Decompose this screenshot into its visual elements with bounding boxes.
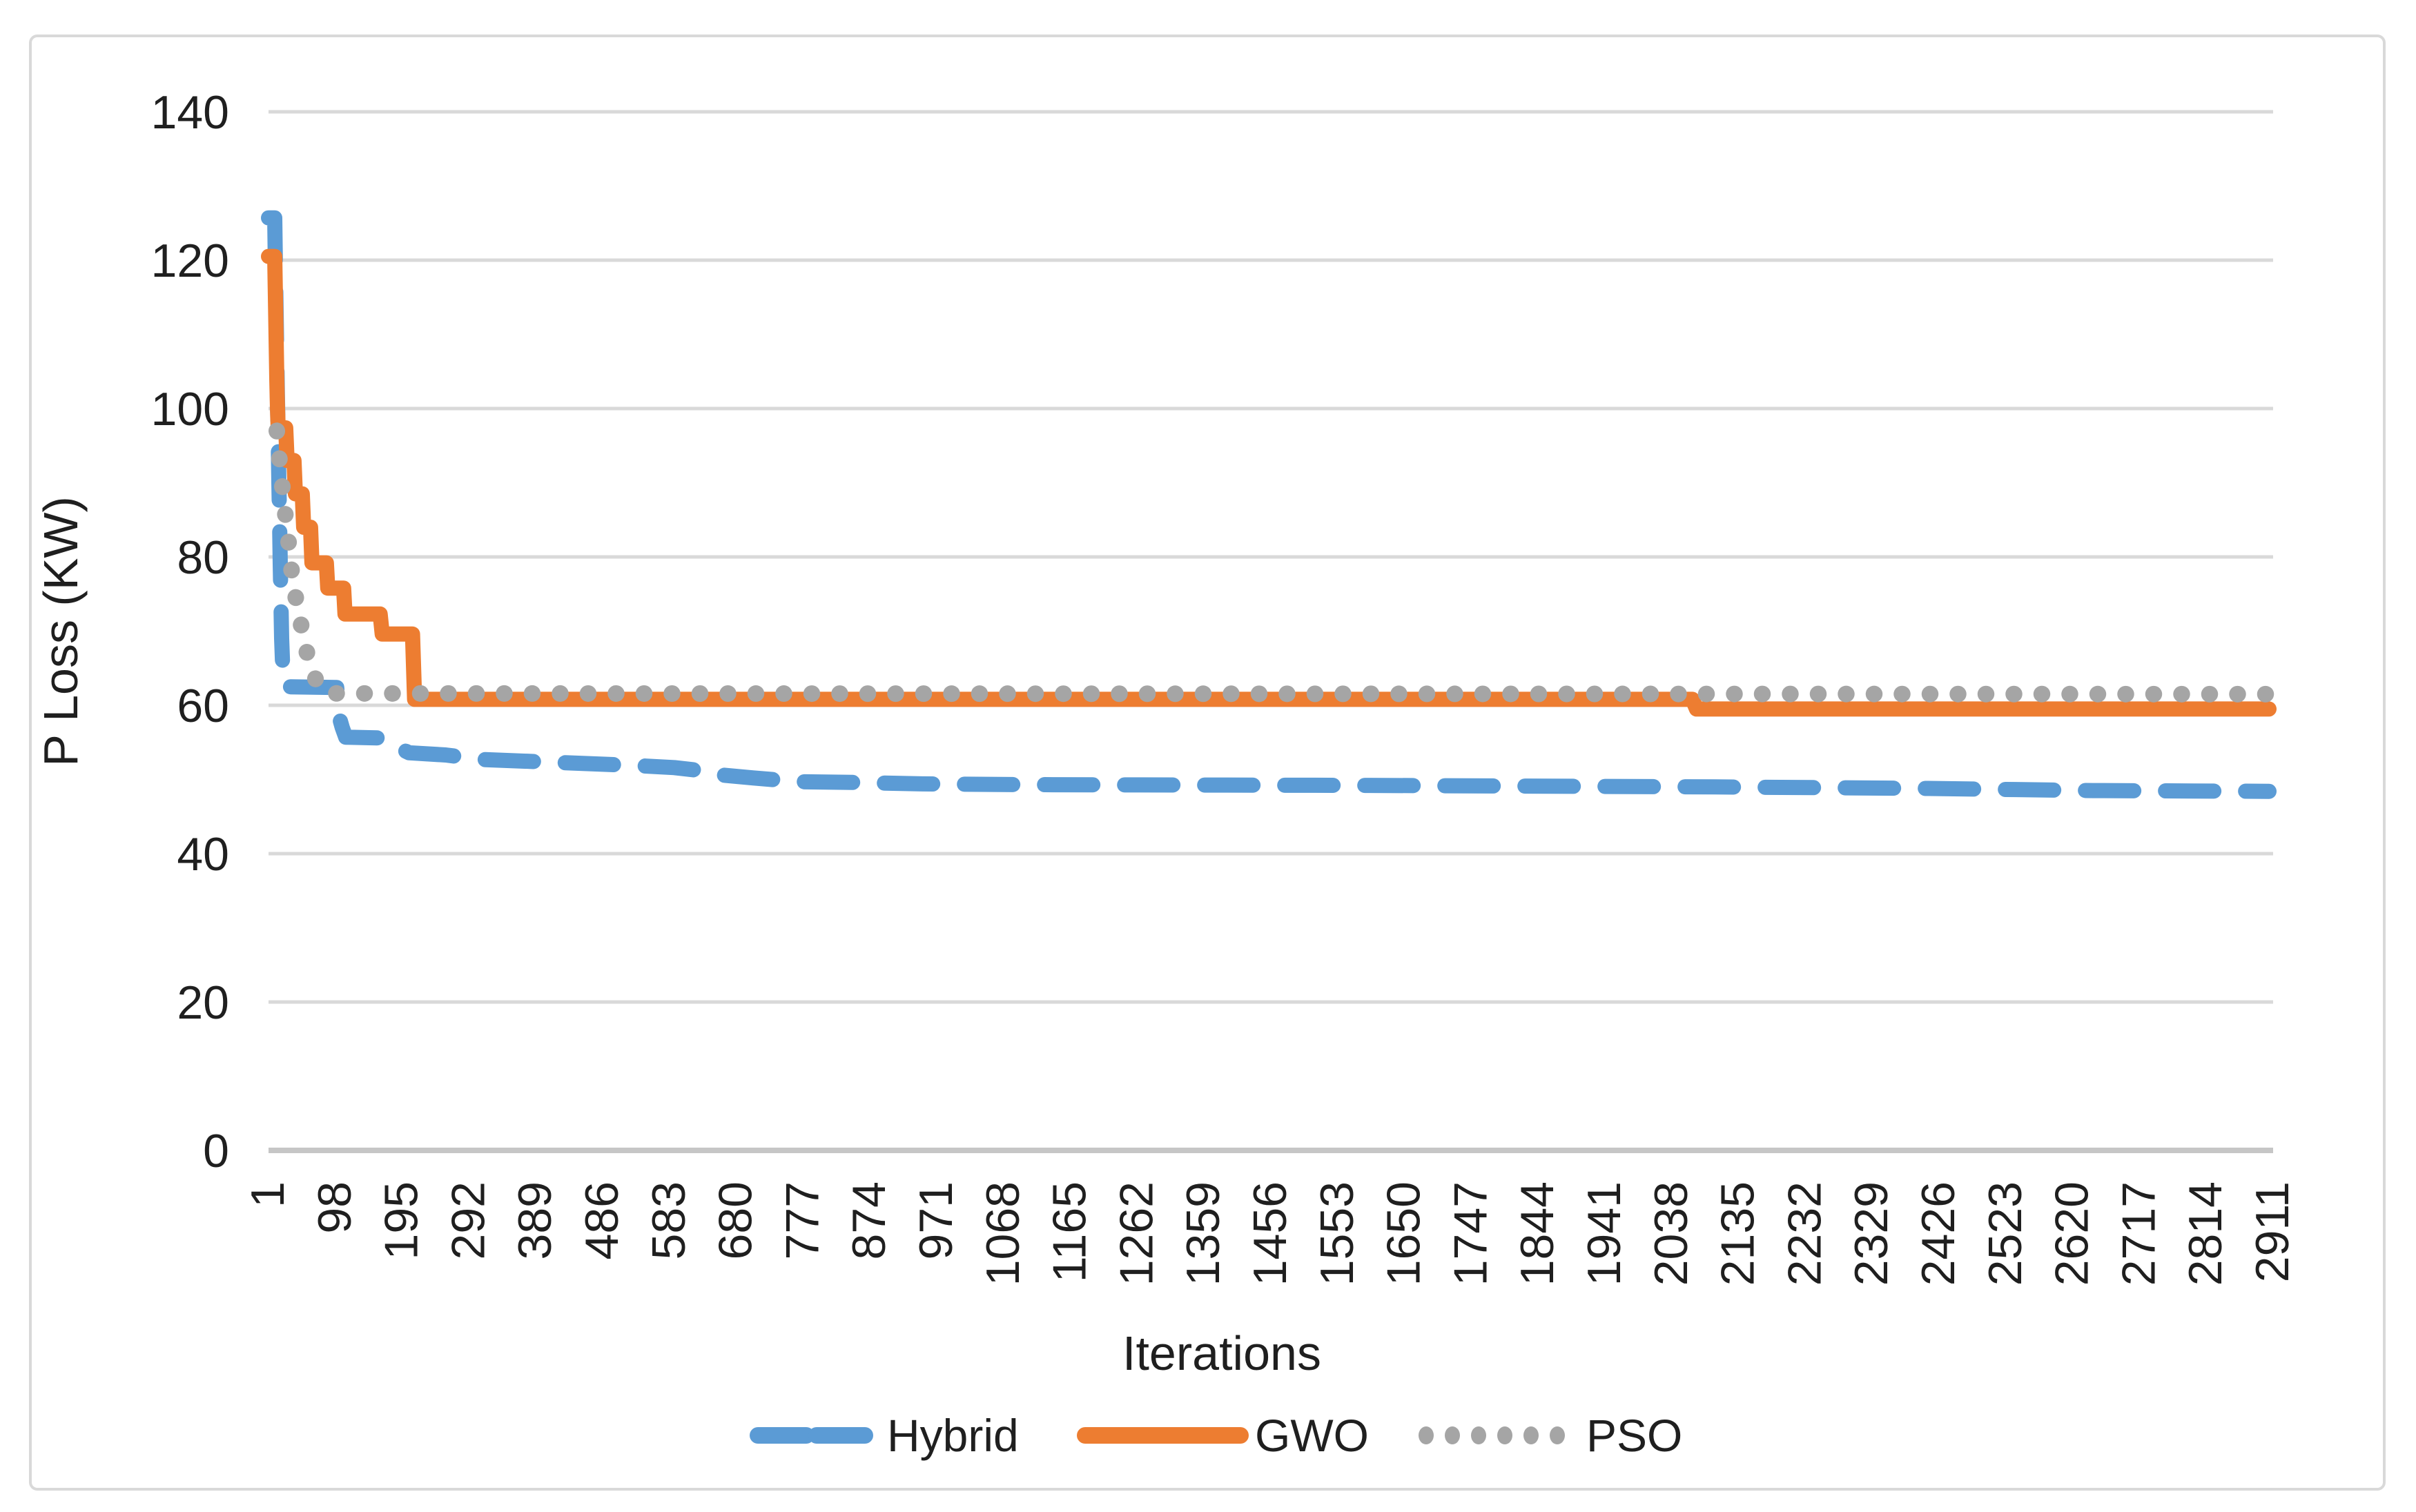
x-tick-label-2911: 2911 bbox=[2246, 1181, 2299, 1282]
x-tick-label-1: 1 bbox=[242, 1181, 294, 1208]
x-tick-label-1844: 1844 bbox=[1511, 1181, 1563, 1286]
x-tick-label-1553: 1553 bbox=[1311, 1181, 1363, 1286]
y-tick-label-40: 40 bbox=[177, 828, 229, 881]
y-tick-label-80: 80 bbox=[177, 531, 229, 584]
series-line-hybrid bbox=[261, 210, 2277, 799]
legend-sample-pso-dot-2 bbox=[1471, 1426, 1486, 1444]
y-tick-label-20: 20 bbox=[177, 976, 229, 1029]
y-tick-label-100: 100 bbox=[151, 383, 229, 435]
x-tick-label-680: 680 bbox=[710, 1181, 762, 1259]
x-tick-label-1941: 1941 bbox=[1578, 1181, 1630, 1286]
legend-sample-pso-dot-1 bbox=[1445, 1426, 1460, 1444]
x-tick-label-1359: 1359 bbox=[1177, 1181, 1229, 1286]
x-tick-label-2232: 2232 bbox=[1778, 1181, 1831, 1286]
x-tick-label-292: 292 bbox=[442, 1181, 494, 1259]
x-tick-label-98: 98 bbox=[309, 1181, 361, 1234]
y-tick-label-0: 0 bbox=[203, 1125, 229, 1177]
legend-label-gwo: GWO bbox=[1255, 1410, 1369, 1461]
x-tick-label-486: 486 bbox=[576, 1181, 628, 1259]
legend-label-hybrid: Hybrid bbox=[887, 1410, 1019, 1461]
legend-sample-pso-dot-0 bbox=[1419, 1426, 1434, 1444]
x-tick-label-2814: 2814 bbox=[2179, 1181, 2232, 1286]
y-axis-title: P Loss (KW) bbox=[34, 496, 88, 767]
x-tick-label-1747: 1747 bbox=[1444, 1181, 1497, 1286]
series-group bbox=[261, 210, 2277, 799]
x-tick-label-389: 389 bbox=[509, 1181, 561, 1259]
legend-sample-pso-dot-5 bbox=[1550, 1426, 1565, 1444]
x-axis-title: Iterations bbox=[1122, 1326, 1321, 1380]
x-tick-label-1165: 1165 bbox=[1044, 1181, 1096, 1282]
y-tick-label-60: 60 bbox=[177, 680, 229, 732]
chart-frame bbox=[29, 35, 2386, 1491]
x-tick-label-1456: 1456 bbox=[1244, 1181, 1296, 1286]
legend-sample-pso-dot-3 bbox=[1497, 1426, 1512, 1444]
x-tick-label-777: 777 bbox=[776, 1181, 828, 1259]
series-line-pso bbox=[269, 422, 2277, 703]
x-tick-label-2523: 2523 bbox=[1979, 1181, 2032, 1286]
x-tick-label-195: 195 bbox=[376, 1181, 428, 1259]
x-tick-label-2135: 2135 bbox=[1712, 1181, 1764, 1286]
x-tick-label-2717: 2717 bbox=[2112, 1181, 2165, 1286]
x-tick-label-874: 874 bbox=[843, 1181, 895, 1259]
y-axis-tick-labels: 0 20 40 60 80 100 120 140 bbox=[151, 86, 229, 1177]
legend-label-pso: PSO bbox=[1586, 1410, 1682, 1461]
x-axis-tick-labels: 1 98 195 292 389 486 583 680 777 874 971 1068 1165 12… bbox=[242, 1181, 2299, 1286]
y-tick-label-140: 140 bbox=[151, 86, 229, 139]
x-tick-label-1068: 1068 bbox=[977, 1181, 1029, 1286]
legend: Hybrid GWO PSO bbox=[750, 1410, 1682, 1461]
series-line-gwo bbox=[261, 248, 2277, 717]
legend-sample-pso-dot-4 bbox=[1523, 1426, 1539, 1444]
y-tick-label-120: 120 bbox=[151, 235, 229, 287]
x-tick-label-1650: 1650 bbox=[1378, 1181, 1430, 1286]
x-tick-label-583: 583 bbox=[643, 1181, 695, 1259]
x-tick-label-2038: 2038 bbox=[1645, 1181, 1697, 1286]
x-tick-label-2426: 2426 bbox=[1912, 1181, 1965, 1286]
x-tick-label-1262: 1262 bbox=[1110, 1181, 1162, 1286]
x-tick-label-2620: 2620 bbox=[2046, 1181, 2098, 1286]
x-tick-label-2329: 2329 bbox=[1845, 1181, 1898, 1286]
x-tick-label-971: 971 bbox=[910, 1181, 962, 1259]
